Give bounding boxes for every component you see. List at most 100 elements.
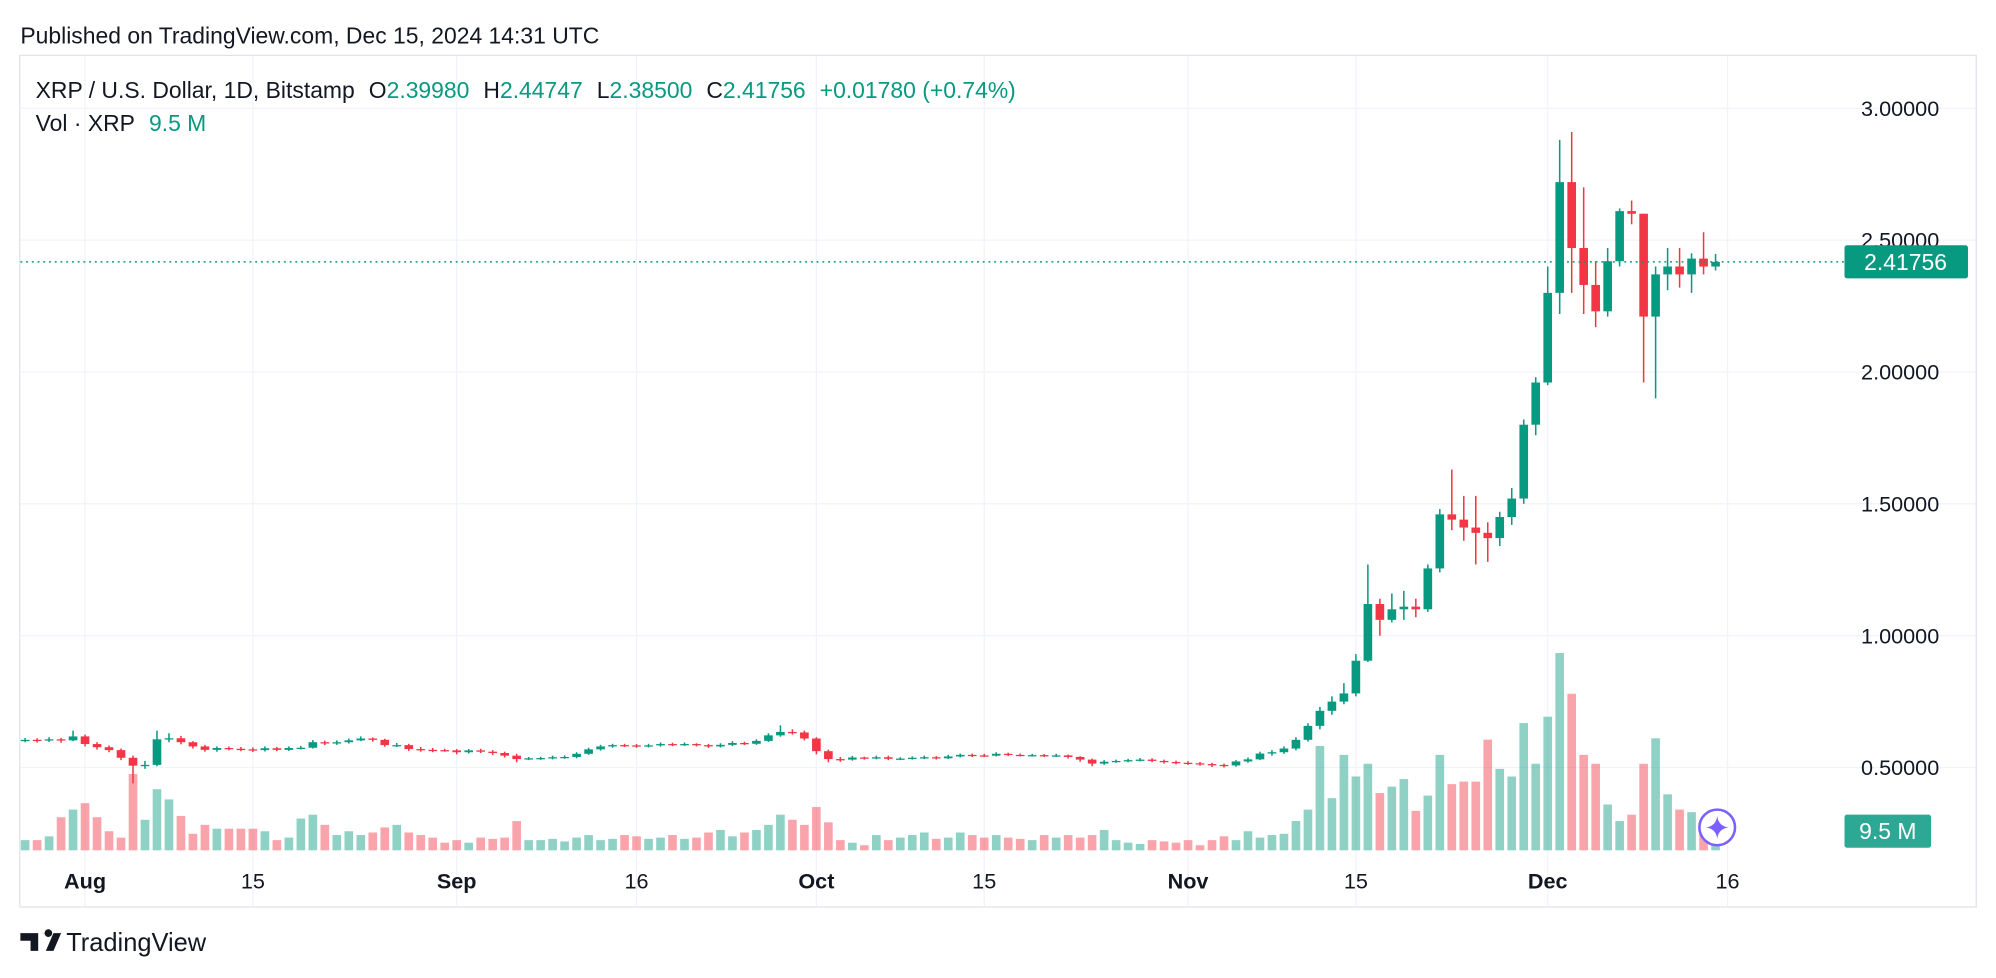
icon-sparkle[interactable] bbox=[1705, 815, 1729, 839]
volume-bar bbox=[548, 838, 557, 851]
candle-body bbox=[500, 753, 509, 756]
volume-bar bbox=[1363, 763, 1373, 851]
candle-body bbox=[1579, 248, 1588, 285]
volume-bar bbox=[500, 837, 509, 851]
volume-bar bbox=[440, 842, 450, 851]
candle-body bbox=[1327, 701, 1337, 711]
volume-bar bbox=[488, 838, 497, 851]
last-price-badge bbox=[1844, 245, 1968, 279]
volume-bar bbox=[1483, 739, 1493, 851]
assistant-icon[interactable] bbox=[1698, 808, 1737, 847]
last-price-label: 2.41756 bbox=[1864, 249, 1947, 275]
volume-bar bbox=[344, 831, 354, 851]
volume-bar bbox=[320, 824, 330, 851]
volume-bar bbox=[1495, 768, 1505, 851]
volume-bar bbox=[248, 828, 258, 851]
candle-body bbox=[452, 750, 462, 753]
brand-name: TradingView bbox=[66, 929, 207, 957]
candle-body bbox=[584, 749, 593, 754]
candle-body bbox=[692, 744, 701, 746]
y-tick-label: 2.00000 bbox=[1861, 360, 1939, 385]
volume-bar bbox=[919, 832, 929, 851]
candle-body bbox=[919, 757, 929, 759]
volume-bar bbox=[1387, 786, 1397, 851]
volume-bar bbox=[68, 809, 78, 851]
volume-bar bbox=[1063, 835, 1073, 851]
volume-bar bbox=[1615, 821, 1624, 851]
volume-bar bbox=[332, 835, 342, 851]
candle-body bbox=[1231, 761, 1241, 766]
candle-body bbox=[524, 758, 533, 760]
volume-bar bbox=[116, 837, 126, 851]
x-tick-label: 15 bbox=[241, 869, 265, 894]
volume-bar bbox=[1267, 835, 1277, 851]
volume-bar bbox=[368, 832, 378, 851]
x-tick-label: Sep bbox=[437, 869, 477, 894]
volume-badge-label: 9.5 M bbox=[1859, 818, 1916, 844]
volume-bar bbox=[776, 814, 785, 851]
volume-bar bbox=[152, 789, 162, 851]
x-tick-label: 16 bbox=[625, 869, 649, 894]
candle-body bbox=[1219, 764, 1229, 767]
candle-body bbox=[416, 749, 426, 751]
volume-bar bbox=[92, 817, 102, 851]
volume-bar bbox=[644, 838, 653, 851]
candle-body bbox=[1459, 519, 1469, 528]
x-tick-label: Nov bbox=[1168, 869, 1209, 894]
candle-body bbox=[1711, 261, 1720, 267]
volume-bar bbox=[764, 824, 773, 851]
volume-bar bbox=[464, 842, 474, 851]
volume-bar bbox=[752, 829, 761, 851]
volume-bar bbox=[80, 803, 90, 851]
candle-body bbox=[644, 745, 653, 747]
candle-body bbox=[1375, 604, 1385, 620]
candle-body bbox=[1183, 762, 1193, 765]
candle-body bbox=[1063, 755, 1073, 757]
ohlc-legend: XRP / U.S. Dollar, 1D, Bitstamp O2.39980 H… bbox=[36, 77, 1016, 103]
candle-body bbox=[716, 744, 725, 747]
volume-bar bbox=[1183, 840, 1193, 851]
candle-body bbox=[128, 757, 138, 766]
candle-body bbox=[1399, 606, 1409, 610]
candle-body bbox=[248, 749, 258, 751]
candle-body bbox=[1567, 182, 1577, 249]
symbol: XRP / U.S. Dollar, 1D, Bitstamp bbox=[36, 77, 355, 103]
candle-body bbox=[728, 742, 737, 745]
candle-body bbox=[848, 757, 857, 760]
volume-bar bbox=[1087, 835, 1097, 851]
candle-body bbox=[344, 740, 354, 743]
volume-badge bbox=[1844, 814, 1932, 848]
volume-bar bbox=[1219, 836, 1229, 851]
candle-body bbox=[836, 759, 845, 761]
candle-body bbox=[548, 757, 557, 759]
volume-bar bbox=[596, 840, 605, 851]
candle-body bbox=[1603, 261, 1612, 312]
volume-bar bbox=[692, 837, 701, 851]
volume-bar bbox=[392, 824, 402, 851]
volume-bar bbox=[967, 835, 977, 851]
y-tick-label: 3.00000 bbox=[1861, 96, 1939, 121]
volume-bar bbox=[812, 807, 821, 851]
candle-body bbox=[1495, 517, 1505, 539]
volume-bar bbox=[236, 828, 246, 851]
candle-body bbox=[824, 751, 833, 760]
volume-bar bbox=[1027, 840, 1037, 851]
candle-body bbox=[200, 746, 210, 750]
volume-bar bbox=[1315, 745, 1325, 851]
volume-bar bbox=[1279, 833, 1289, 851]
candle-body bbox=[332, 742, 342, 744]
ohlc-value: 2.44747 bbox=[500, 77, 583, 103]
candle-body bbox=[104, 747, 114, 751]
volume-bar bbox=[979, 837, 989, 851]
candle-body bbox=[1267, 752, 1277, 754]
volume-bar bbox=[1627, 814, 1636, 851]
candle-body bbox=[1699, 258, 1708, 267]
volume-bar bbox=[584, 835, 593, 851]
volume-bar bbox=[1651, 738, 1660, 851]
chart-frame bbox=[19, 54, 1977, 908]
x-tick-label: Oct bbox=[798, 869, 834, 894]
candle-body bbox=[680, 744, 689, 746]
volume-bar bbox=[1411, 810, 1421, 851]
